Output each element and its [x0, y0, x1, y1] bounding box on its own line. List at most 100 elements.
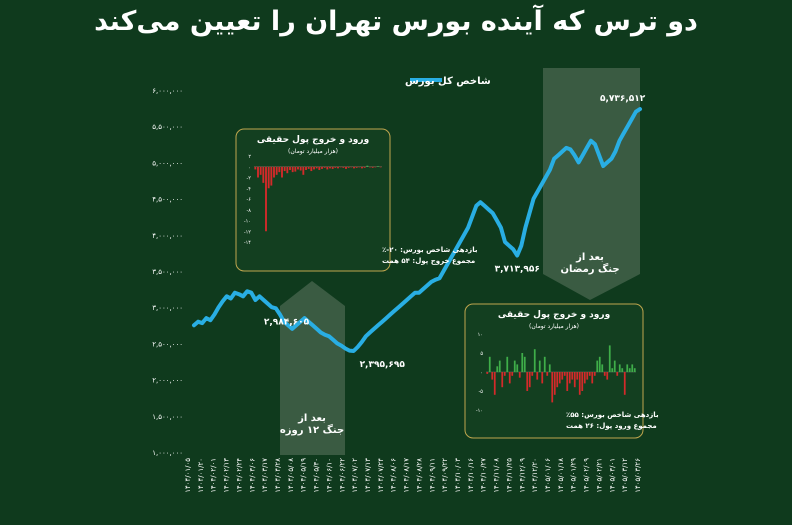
y-tick-label: ۳,۵۰۰,۰۰۰: [152, 268, 183, 276]
x-tick-label: ۱۴۰۴/۰۸/۲۸: [415, 458, 423, 493]
annotation-label: ۵,۷۳۶,۵۱۲: [600, 94, 646, 104]
inset-bar: [291, 166, 294, 173]
inset-bar: [616, 372, 619, 376]
inset-bar: [536, 372, 539, 380]
y-tick-label: ۱,۰۰۰,۰۰۰: [152, 449, 183, 457]
inset-bar: [281, 166, 283, 178]
inset-bar: [302, 166, 305, 175]
inset-bar: [568, 372, 571, 384]
inset-bar: [518, 372, 521, 378]
x-tick-label: ۱۴۰۴/۰۶/۱۰: [325, 458, 333, 493]
x-tick-label: ۱۴۰۴/۰۵/۳۰: [313, 458, 321, 493]
inset-bar: [283, 166, 286, 172]
inset-bar: [571, 372, 574, 380]
x-tick-label: ۱۴۰۵/۰۱/۲۹: [570, 458, 578, 493]
inset-inflow-title: ورود و خروج پول حقیقی: [498, 310, 610, 320]
inset-bar: [601, 364, 604, 372]
inset-bar: [558, 372, 561, 384]
y-tick-label: ۵,۵۰۰,۰۰۰: [152, 123, 183, 131]
x-tick-label: ۱۴۰۴/۰۵/۱۹: [300, 458, 308, 493]
inset-bar: [626, 364, 629, 372]
inset-bar: [496, 366, 499, 372]
inset-bar: [541, 372, 544, 384]
inset-bar: [531, 372, 534, 376]
inset-bar: [315, 166, 318, 169]
inset-bar: [267, 166, 270, 189]
inset-bar: [551, 372, 554, 403]
inset-outflow: ورود و خروج پول حقیقی (هزار میلیارد توما…: [235, 128, 478, 272]
inset-bar: [623, 372, 626, 395]
inset-y-tick: -۴: [247, 186, 252, 192]
inset-bar: [355, 166, 358, 168]
inset-bar: [553, 372, 556, 395]
inset-bar: [563, 372, 566, 376]
inset-bar: [593, 372, 596, 376]
inset-outflow-return: بازدهی شاخص بورس: ۲۰-٪: [382, 246, 478, 254]
inset-y-tick: -۵: [479, 389, 484, 395]
inset-bar: [596, 360, 599, 372]
inset-bar: [526, 372, 529, 391]
inset-bar: [576, 372, 579, 380]
inset-y-tick: ۰: [248, 165, 251, 171]
inset-bar: [294, 166, 297, 172]
inset-outflow-box: [235, 128, 391, 272]
y-axis-ticks: ۱,۰۰۰,۰۰۰ ۱,۵۰۰,۰۰۰ ۲,۰۰۰,۰۰۰ ۲,۵۰۰,۰۰۰ ۳,۰۰…: [152, 87, 183, 457]
inset-y-tick: ۲: [248, 154, 251, 160]
war-band-label-2: جنگ ۱۲ روزه: [280, 424, 344, 436]
inset-bar: [353, 166, 355, 169]
inset-bar: [603, 372, 606, 376]
y-tick-label: ۴,۰۰۰,۰۰۰: [152, 232, 183, 240]
inset-bar: [513, 360, 516, 372]
y-tick-label: ۲,۰۰۰,۰۰۰: [152, 377, 183, 385]
inset-bar: [369, 166, 371, 168]
inset-bar: [257, 166, 259, 178]
inset-inflow: ورود و خروج پول حقیقی (هزار میلیارد توما…: [464, 303, 659, 439]
inset-bar: [606, 372, 609, 380]
inset-bar: [371, 166, 374, 168]
inset-bar: [326, 166, 329, 170]
annotation-label: ۲,۳۹۵,۶۹۵: [360, 360, 406, 370]
inset-bar: [345, 166, 347, 169]
inset-bar: [297, 166, 299, 170]
inset-bar: [278, 166, 281, 173]
inset-bar: [538, 360, 541, 372]
inset-bar: [523, 356, 526, 372]
inset-outflow-total: مجموع خروج پول: ۵۴ همت: [382, 257, 475, 265]
x-tick-label: ۱۴۰۴/۰۱/۰۵: [184, 458, 192, 493]
x-tick-label: ۱۴۰۴/۰۷/۱۳: [364, 458, 372, 493]
inset-bar: [491, 372, 494, 380]
x-tick-label: ۱۴۰۴/۰۸/۱۷: [403, 458, 411, 493]
inset-bar: [618, 364, 621, 372]
inset-y-tick: ۵: [480, 351, 483, 357]
inset-bar: [488, 356, 491, 372]
inset-bar: [548, 364, 551, 372]
index-series-line: [192, 107, 642, 353]
inset-bar: [313, 166, 315, 170]
inset-bar: [374, 166, 377, 168]
inset-bar: [299, 166, 302, 171]
inset-bar: [501, 372, 504, 388]
y-tick-label: ۴,۵۰۰,۰۰۰: [152, 196, 183, 204]
legend: شاخص کل بورس: [405, 76, 491, 87]
x-tick-label: ۱۴۰۴/۰۴/۲۸: [274, 458, 282, 493]
x-tick-label: ۱۴۰۵/۰۳/۰۱: [608, 458, 616, 493]
inset-bar: [621, 368, 624, 372]
inset-bar: [323, 166, 326, 168]
annotations: ۲,۹۸۴,۶۰۵ ۲,۳۹۵,۶۹۵ ۳,۷۱۳,۹۵۶ ۵,۷۳۶,۵۱۲: [264, 94, 646, 370]
inset-bar: [573, 372, 576, 388]
annotation-label: ۳,۷۱۳,۹۵۶: [495, 265, 540, 275]
x-tick-label: ۱۴۰۴/۱۰/۰۳: [454, 458, 462, 493]
inset-bar: [265, 166, 267, 232]
inset-bar: [578, 372, 581, 395]
x-tick-label: ۱۴۰۴/۰۷/۲۴: [377, 458, 385, 493]
inset-bar: [358, 166, 361, 168]
x-tick-label: ۱۴۰۴/۰۵/۰۸: [287, 458, 295, 493]
inset-bar: [613, 360, 616, 372]
x-tick-label: ۱۴۰۵/۰۱/۰۶: [544, 458, 552, 493]
ramadan-band-label-2: جنگ رمضان: [560, 263, 619, 275]
x-tick-label: ۱۴۰۴/۰۲/۰۱: [210, 458, 218, 493]
y-tick-label: ۵,۰۰۰,۰۰۰: [152, 159, 183, 167]
inset-y-tick: -۱۲: [244, 229, 251, 235]
inset-bar: [586, 372, 589, 380]
